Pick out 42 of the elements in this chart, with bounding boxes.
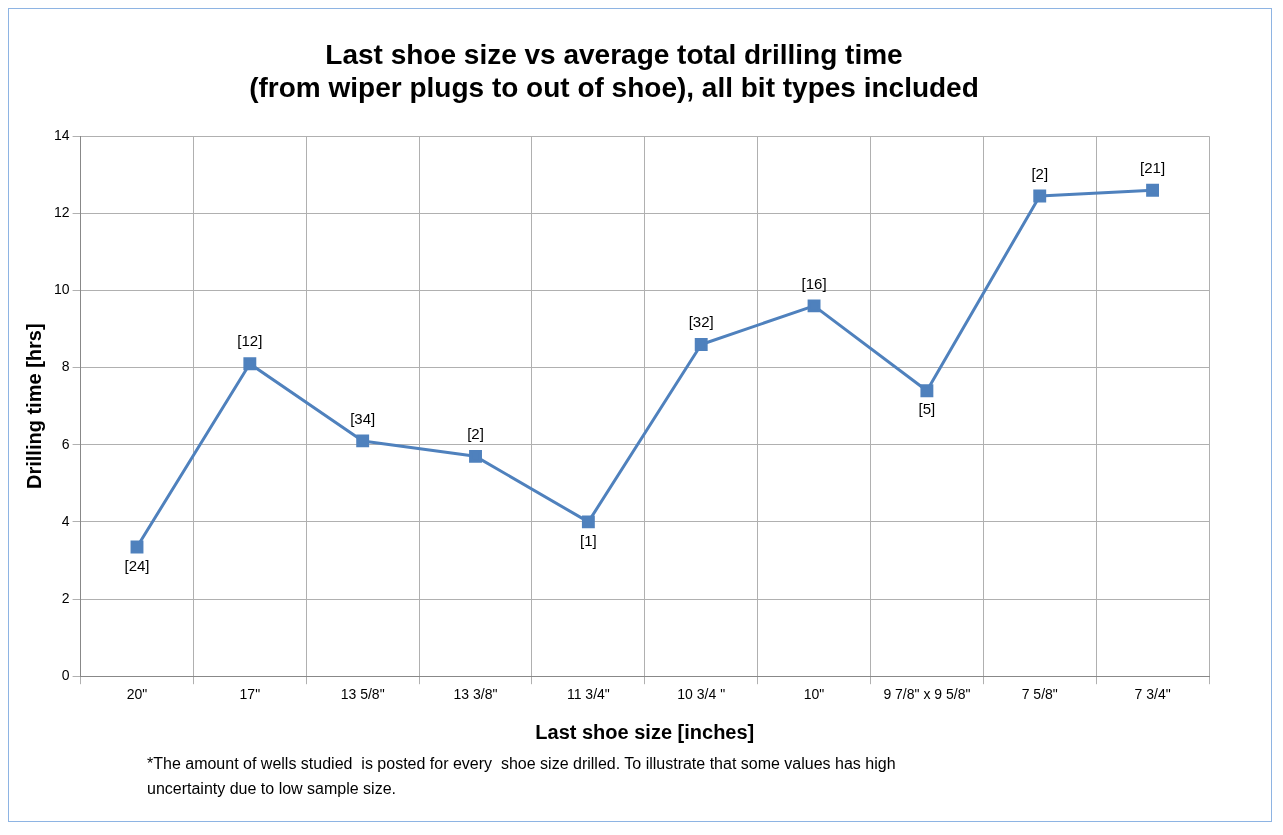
x-tick-label: 20"	[126, 686, 148, 703]
annotation: [34]	[350, 409, 376, 427]
x-tick-label: 13 3/8"	[453, 686, 498, 703]
y-tick-label: 14	[53, 127, 70, 144]
x-tick-label: 11 3/4"	[566, 686, 610, 703]
y-tick-label: 12	[53, 204, 70, 221]
point	[807, 299, 821, 313]
x-tick-label: 9 7/8" x 9 5/8"	[883, 686, 971, 703]
y-axis-title: Drilling time [hrs]	[22, 323, 45, 489]
y-tick-label: 10	[53, 281, 70, 298]
point	[130, 540, 144, 554]
y-tick-label: 4	[61, 512, 70, 529]
point	[1146, 183, 1160, 197]
point	[356, 434, 370, 448]
x-tick-label: 17"	[239, 686, 261, 703]
y-tick-label: 8	[61, 358, 70, 375]
annotation: [5]	[918, 400, 936, 418]
point	[581, 515, 595, 529]
annotation: [2]	[467, 424, 484, 442]
x-tick-label: 7 5/8"	[1021, 686, 1058, 703]
point	[469, 449, 482, 463]
annotation: [1]	[580, 531, 597, 549]
annotation: [24]	[124, 556, 150, 574]
y-tick-label: 0	[61, 667, 70, 684]
annotation: [32]	[688, 313, 714, 331]
point	[243, 357, 257, 371]
annotation: [2]	[1031, 164, 1049, 182]
x-tick-label: 10"	[803, 686, 825, 703]
point	[920, 384, 934, 398]
x-tick-label: 7 3/4"	[1134, 686, 1171, 703]
text: *The amount of wells studied is posted for every shoe size drilled. To illustrate that some values has high uncertainty due to low sample size.	[147, 754, 897, 799]
chart-title: Last shoe size vs average total drilling time (from wiper plugs to out of shoe), all bit types included	[249, 38, 979, 104]
y-tick-label: 2	[61, 589, 70, 606]
annotation: [21]	[1140, 158, 1166, 176]
x-tick-label: 10 3/4 "	[677, 686, 726, 703]
point	[694, 338, 708, 351]
point	[1033, 189, 1047, 203]
x-tick-label: 13 5/8"	[340, 686, 385, 703]
x-axis-title: Last shoe size [inches]	[535, 720, 755, 743]
annotation: [12]	[237, 332, 263, 350]
y-tick-label: 6	[61, 435, 70, 452]
annotation: [16]	[801, 274, 827, 292]
